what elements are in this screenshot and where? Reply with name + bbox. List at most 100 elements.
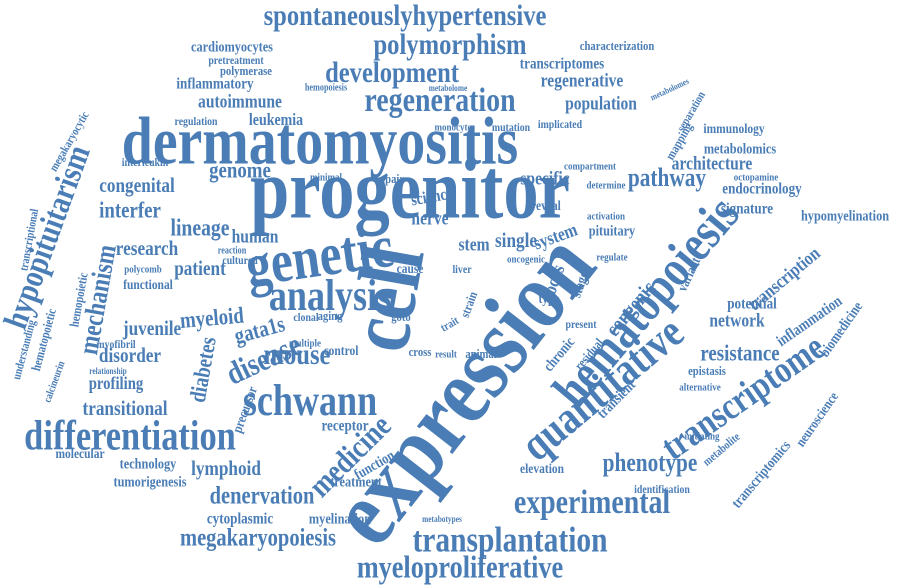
cloud-word: epistasis — [688, 363, 726, 378]
cloud-word: phenotype — [603, 449, 698, 477]
cloud-word: determine — [586, 180, 626, 192]
cloud-word: tumorigenesis — [113, 473, 186, 489]
cloud-word: signature — [721, 201, 774, 218]
cloud-word: regulate — [596, 252, 628, 264]
cloud-word: autoimmune — [198, 91, 282, 112]
cloud-word: progenitor — [250, 142, 570, 237]
cloud-word: transcriptomes — [520, 56, 605, 73]
cloud-word: stem — [458, 234, 490, 255]
cloud-word: present — [566, 318, 597, 331]
cloud-word: architecture — [672, 153, 753, 174]
cloud-word: resistance — [700, 340, 779, 366]
cloud-word: goto — [391, 309, 411, 324]
cloud-word: myeloproliferative — [357, 550, 563, 585]
cloud-word: multiple — [289, 338, 322, 350]
cloud-word: inflammatory — [176, 76, 254, 93]
cloud-word: aging — [318, 308, 343, 323]
cloud-word: implicated — [538, 118, 582, 131]
cloud-word: polymerase — [220, 63, 272, 78]
cloud-word: myofibril — [96, 338, 135, 351]
cloud-word: functional — [123, 277, 173, 292]
cloud-word: myelination — [309, 510, 371, 526]
cloud-word: repair — [376, 171, 405, 186]
cloud-word: regeneration — [364, 80, 515, 118]
cloud-word: cultured — [222, 254, 257, 267]
cloud-word: activation — [587, 211, 625, 223]
cloud-word: nerve — [411, 208, 448, 229]
cloud-word: diabetes — [184, 335, 221, 405]
cloud-word: schwann — [243, 376, 377, 425]
cloud-word: alternative — [679, 382, 721, 394]
cloud-word: hypomyelination — [801, 207, 889, 223]
cloud-word: minimal — [310, 172, 342, 184]
cloud-word: compartment — [564, 161, 617, 173]
cloud-word: calcineurin — [42, 359, 68, 404]
cloud-word: disorder — [99, 344, 162, 367]
cloud-word: mouse — [264, 338, 331, 371]
cloud-word: dermatomyositis — [122, 105, 518, 179]
cloud-word: metabolome — [429, 83, 468, 93]
cloud-word: relationship — [89, 366, 127, 376]
cloud-word: analysis — [269, 271, 391, 320]
cloud-word: development — [325, 56, 460, 89]
cloud-word: cause — [397, 261, 424, 276]
cloud-word: metabolomes — [649, 76, 691, 102]
cloud-word: metabolomics — [704, 140, 776, 156]
cloud-word: genome — [209, 157, 271, 183]
cloud-word: interfer — [99, 197, 161, 223]
cloud-word: transcriptomics — [728, 437, 794, 511]
cloud-word: reveal — [531, 198, 561, 213]
cloud-word: transitional — [82, 397, 167, 420]
cloud-word: cytoplasmic — [207, 511, 274, 528]
cloud-word: octopamine — [734, 172, 779, 184]
cloud-word: lineage — [170, 214, 229, 241]
cloud-word: immunology — [703, 121, 765, 136]
cloud-word: human — [232, 226, 279, 247]
cloud-word: research — [116, 237, 179, 260]
cloud-word: spontaneouslyhypertensive — [264, 0, 547, 31]
cloud-word: specific — [520, 168, 570, 189]
cloud-word: molecular — [55, 446, 104, 461]
cloud-word: treatment — [330, 473, 382, 489]
cloud-word: control — [324, 343, 359, 358]
cloud-word: characterization — [580, 38, 655, 53]
cloud-word: network — [709, 310, 765, 331]
cloud-word: endocrinology — [722, 181, 802, 198]
cloud-word: pretreatment — [208, 54, 264, 67]
cloud-word: juvenile — [122, 317, 182, 340]
cloud-word: type — [538, 291, 559, 306]
cloud-word: polycomb — [124, 264, 162, 276]
cloud-word: neuroscience — [793, 389, 842, 450]
cloud-word: reaction — [218, 245, 246, 256]
cloud-word: pituitary — [589, 222, 636, 238]
cloud-word: transplantation — [412, 521, 607, 560]
cloud-word: cross — [409, 344, 432, 359]
cloud-word: denervation — [210, 482, 315, 509]
cloud-word: myeloid — [179, 302, 245, 334]
cloud-word: identification — [634, 483, 690, 496]
cloud-word: cardiomyocytes — [191, 38, 273, 54]
cloud-word: result — [435, 349, 457, 361]
cloud-word: technology — [120, 455, 177, 471]
cloud-word: oncogenic — [507, 254, 546, 266]
cloud-word: profiling — [89, 373, 144, 394]
cloud-word: metabotypes — [422, 514, 462, 524]
cloud-word: pathway — [628, 164, 706, 192]
cloud-word: megakaryopoiesis — [180, 524, 336, 551]
cloud-word: lymphoid — [191, 457, 261, 480]
cloud-word: leukemia — [249, 111, 303, 130]
cloud-word: elevation — [520, 461, 564, 476]
cloud-word: cell — [329, 239, 443, 358]
cloud-word: potential — [727, 296, 777, 313]
cloud-word: differentiation — [24, 414, 236, 460]
cloud-word: clonal — [293, 311, 318, 324]
cloud-word: monocyte — [434, 122, 472, 134]
cloud-word: initiating — [684, 431, 719, 443]
cloud-word: animal — [465, 346, 497, 361]
cloud-word: mutation — [492, 121, 530, 134]
cloud-word: single — [495, 229, 537, 252]
cloud-word: experimental — [514, 482, 671, 520]
cloud-word: regenerative — [541, 70, 624, 91]
cloud-word: patient — [174, 257, 226, 280]
cloud-word: congenital — [99, 174, 175, 197]
